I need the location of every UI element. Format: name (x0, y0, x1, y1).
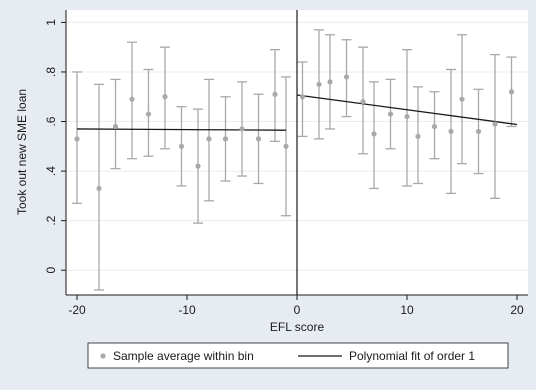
y-axis-title: Took out new SME loan (15, 89, 29, 215)
data-point (371, 131, 377, 137)
y-tick-label: 1 (44, 19, 58, 26)
data-point (129, 96, 135, 102)
data-point (272, 91, 278, 97)
data-point (475, 128, 482, 135)
data-point (404, 113, 410, 120)
y-tick-label: .6 (44, 116, 58, 126)
legend: Sample average within bin Polynomial fit… (87, 342, 509, 369)
x-tick-label: -10 (178, 303, 196, 317)
data-point (162, 94, 168, 100)
data-point (222, 136, 229, 142)
tick-label-layer: 0 .2 .4 .6 .8 1 -20 -10 0 10 20 (44, 19, 524, 317)
data-point (343, 74, 350, 80)
x-tick-label: -20 (68, 303, 86, 317)
legend-item-fit: Polynomial fit of order 1 (349, 349, 475, 363)
fit-line-segment (76, 128, 287, 131)
data-point (508, 89, 515, 95)
y-tick-label: .4 (44, 166, 58, 176)
point-layer (74, 74, 515, 192)
data-point (360, 99, 366, 105)
fit-line-layer (76, 94, 518, 131)
data-point (178, 143, 185, 149)
data-point (431, 123, 438, 130)
data-point (316, 81, 322, 87)
data-point (255, 136, 262, 142)
x-tick-label: 20 (510, 303, 524, 317)
data-point (415, 133, 421, 139)
data-point (492, 121, 498, 127)
x-tick-label: 10 (400, 303, 414, 317)
legend-item-points: Sample average within bin (113, 349, 254, 363)
axis-layer (61, 10, 528, 300)
data-point (299, 94, 306, 100)
data-point (195, 163, 201, 169)
legend-dot-marker (100, 353, 106, 359)
y-tick-label: 0 (44, 267, 58, 274)
data-point (327, 79, 333, 85)
x-axis-title: EFL score (270, 320, 325, 334)
x-tick-label: 0 (294, 303, 301, 317)
y-tick-label: .2 (44, 215, 58, 225)
fit-line-segment (296, 94, 518, 126)
data-point (448, 128, 454, 135)
data-point (145, 111, 152, 117)
data-point (206, 136, 212, 142)
data-point (459, 96, 465, 102)
data-point (112, 123, 119, 130)
data-point (387, 111, 394, 117)
data-point (74, 136, 80, 142)
data-point (283, 143, 289, 149)
data-point (96, 185, 102, 192)
data-point (239, 126, 245, 132)
y-tick-label: .8 (44, 67, 58, 77)
